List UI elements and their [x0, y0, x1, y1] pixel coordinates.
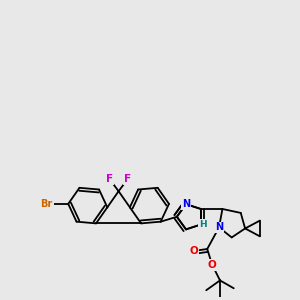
Text: O: O: [189, 246, 198, 256]
Text: N: N: [215, 222, 223, 233]
Text: F: F: [124, 174, 131, 184]
Text: F: F: [106, 174, 113, 184]
Text: O: O: [208, 260, 217, 270]
Text: N: N: [182, 199, 190, 209]
Text: Br: Br: [40, 199, 53, 209]
Text: H: H: [199, 220, 207, 229]
